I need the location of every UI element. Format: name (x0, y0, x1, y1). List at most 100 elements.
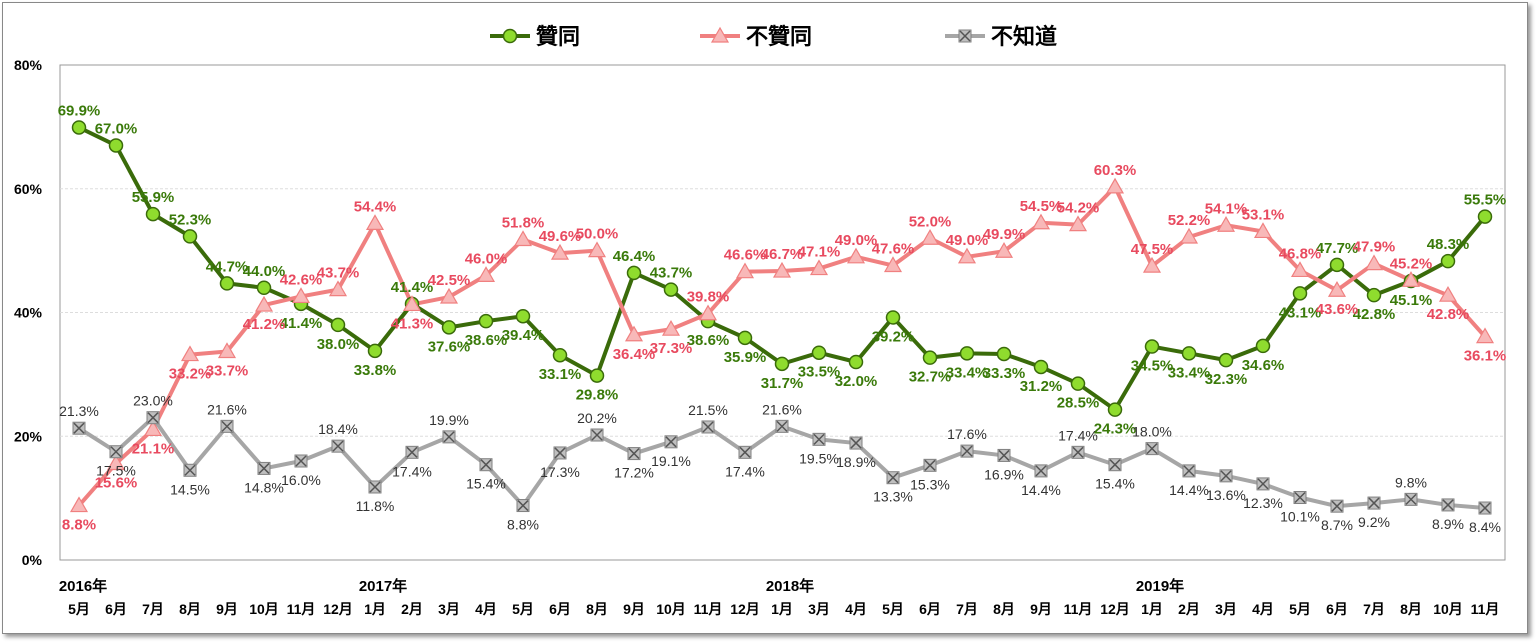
data-point (698, 304, 718, 321)
data-label: 52.0% (909, 213, 952, 230)
x-tick-label: 1月 (771, 601, 793, 617)
data-label: 49.6% (539, 228, 582, 245)
x-tick-label: 6月 (105, 601, 127, 617)
data-point (478, 313, 494, 329)
data-point (959, 346, 975, 361)
data-point (1107, 402, 1123, 417)
data-label: 34.6% (1242, 357, 1285, 374)
data-label: 34.5% (1131, 358, 1174, 375)
data-label: 16.0% (281, 472, 321, 488)
data-point (1477, 209, 1493, 224)
data-point (1144, 339, 1160, 354)
x-tick-label: 10月 (249, 601, 279, 617)
x-tick-label: 7月 (1363, 601, 1385, 617)
data-point-x (776, 420, 788, 432)
data-point-x (1442, 499, 1454, 511)
data-label: 19.9% (429, 412, 469, 428)
legend-label: 不知道 (991, 24, 1057, 49)
data-label: 54.2% (1057, 200, 1100, 217)
data-point (737, 330, 753, 346)
data-label: 8.8% (507, 517, 539, 533)
data-label: 9.2% (1358, 514, 1390, 530)
data-point (291, 287, 311, 304)
y-tick-label: 40% (14, 305, 43, 321)
data-point-x (1331, 500, 1343, 512)
data-point (1068, 215, 1088, 232)
data-label: 21.3% (59, 403, 99, 419)
x-tick-label: 3月 (1215, 601, 1237, 617)
data-label: 29.8% (576, 387, 619, 404)
data-point (1255, 338, 1271, 354)
x-tick-label: 5月 (1289, 601, 1311, 617)
data-point (1364, 254, 1384, 271)
data-point-x (961, 445, 973, 457)
data-label: 49.0% (835, 232, 878, 249)
data-point (735, 262, 755, 279)
data-label: 42.6% (280, 271, 323, 288)
data-point (1327, 281, 1347, 297)
data-point (1105, 177, 1125, 194)
data-point-x (924, 459, 936, 471)
data-label: 54.1% (1205, 200, 1248, 217)
data-point (182, 229, 198, 244)
data-point (367, 343, 383, 359)
x-tick-label: 7月 (956, 601, 978, 617)
data-point-x (850, 437, 862, 449)
x-tick-label: 9月 (1030, 601, 1052, 617)
data-label: 46.8% (1279, 245, 1322, 262)
data-point (219, 276, 235, 291)
data-point-x (813, 433, 825, 445)
data-point-x (406, 446, 418, 458)
legend-marker (502, 28, 518, 44)
data-point-x (1183, 465, 1195, 477)
data-label: 17.2% (614, 465, 654, 481)
data-label: 48.3% (1427, 236, 1470, 253)
data-point (809, 259, 829, 276)
y-tick-label: 80% (14, 57, 43, 73)
x-tick-label: 8月 (586, 601, 608, 617)
y-tick-label: 0% (22, 552, 43, 568)
data-label: 52.3% (169, 211, 212, 228)
data-label: 17.6% (947, 426, 987, 442)
data-point-x (1405, 493, 1417, 505)
data-label: 33.8% (354, 362, 397, 379)
data-point (1438, 285, 1458, 302)
data-point (589, 368, 605, 383)
y-tick-label: 60% (14, 181, 43, 197)
data-point (402, 295, 422, 312)
data-label: 50.0% (576, 226, 619, 243)
data-point-x (1035, 465, 1047, 477)
data-label: 35.9% (724, 349, 767, 366)
data-label: 41.3% (391, 315, 434, 332)
x-tick-label: 12月 (323, 601, 353, 617)
data-point (106, 454, 126, 471)
data-label: 14.4% (1169, 482, 1209, 498)
data-point (217, 342, 237, 359)
data-point (1179, 227, 1199, 244)
data-point (772, 261, 792, 278)
data-label: 44.7% (206, 258, 249, 275)
x-tick-label: 5月 (512, 601, 534, 617)
data-label: 28.5% (1057, 395, 1100, 412)
data-point (1033, 359, 1049, 375)
data-point (1216, 216, 1236, 232)
x-tick-label: 1月 (1141, 601, 1163, 617)
data-label: 16.9% (984, 466, 1024, 482)
data-label: 52.2% (1168, 212, 1211, 229)
data-point (1218, 352, 1234, 368)
data-point-x (221, 420, 233, 432)
x-tick-label: 1月 (364, 601, 386, 617)
data-label: 17.4% (392, 463, 432, 479)
data-point (587, 241, 607, 258)
data-label: 32.0% (835, 373, 878, 390)
data-point (1142, 256, 1162, 273)
data-label: 43.7% (650, 265, 693, 282)
data-point (71, 120, 87, 135)
data-point-x (998, 449, 1010, 461)
data-point (846, 247, 866, 264)
data-point (365, 214, 385, 230)
data-label: 46.4% (613, 248, 656, 265)
data-label: 20.2% (577, 410, 617, 426)
data-point (1292, 286, 1308, 301)
